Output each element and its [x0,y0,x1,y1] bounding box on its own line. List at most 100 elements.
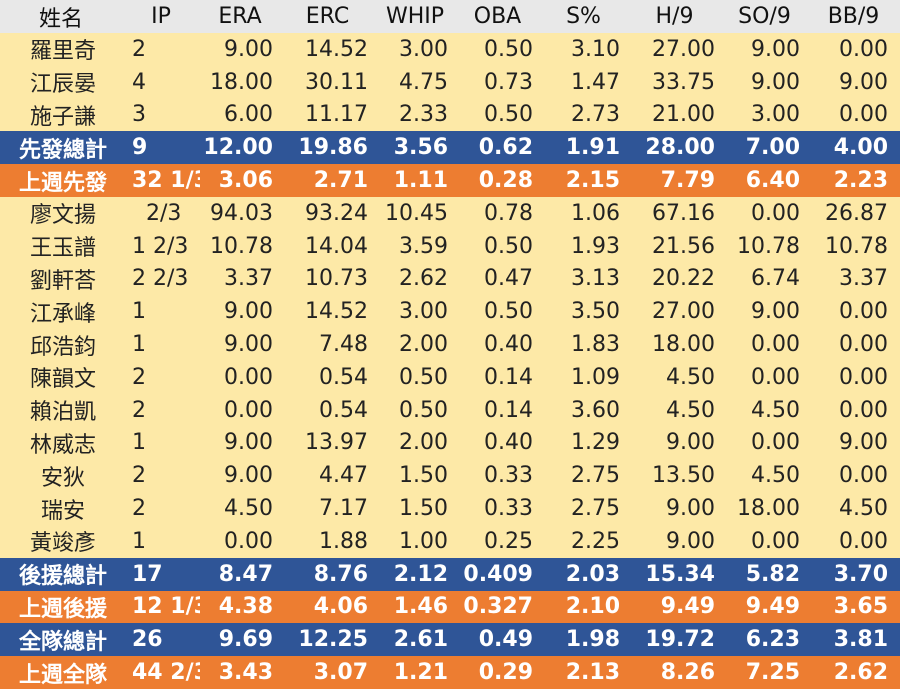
player-row: 賴泊凱 2 0.00 0.54 0.50 0.14 3.60 4.50 4.50 0.00 [0,394,900,427]
cell-s-pct: 3.60 [571,397,620,423]
cell-erc: 10.73 [305,266,368,292]
cell-oba: 0.50 [484,233,533,259]
cell-name: 邱浩鈞 [29,334,96,360]
cell-oba: 0.28 [455,164,540,197]
cell-era: 3.06 [200,164,280,197]
cell-s-pct: 2.13 [540,656,627,689]
cell-erc: 0.54 [319,397,368,423]
cell-so9: 5.82 [722,557,807,591]
cell-ip: 26 [122,623,200,657]
cell-ip: 1 [132,332,146,358]
player-row: 瑞安 2 4.50 7.17 1.50 0.33 2.75 9.00 18.00 4.50 [0,492,900,525]
cell-bb9: 0.00 [839,36,888,62]
cell-h9: 9.00 [666,496,715,522]
cell-name: 王玉譜 [29,236,96,262]
cell-so9: 9.00 [751,299,800,325]
cell-erc: 7.17 [319,496,368,522]
cell-so9: 7.25 [722,656,807,689]
player-row: 江辰晏 4 18.00 30.11 4.75 0.73 1.47 33.75 9.00 9.00 [0,66,900,99]
header-bb9: BB/9 [807,0,900,33]
cell-s-pct: 2.75 [571,463,620,489]
player-row: 安狄 2 9.00 4.47 1.50 0.33 2.75 13.50 4.50 0.00 [0,459,900,492]
cell-era: 9.00 [224,332,273,358]
cell-erc: 2.71 [280,164,375,197]
cell-name: 瑞安 [40,498,85,524]
cell-h9: 9.00 [666,430,715,456]
cell-ip: 2 2/3 [132,266,189,292]
cell-bb9: 26.87 [825,200,888,226]
cell-era: 0.00 [224,397,273,423]
cell-name: 全隊總計 [0,623,122,657]
cell-whip: 0.50 [399,364,448,390]
cell-name: 廖文揚 [29,203,96,229]
cell-bb9: 3.70 [807,557,900,591]
cell-bb9: 9.00 [839,69,888,95]
cell-h9: 19.72 [627,623,722,657]
cell-name: 先發總計 [0,131,122,165]
player-row: 江承峰 1 9.00 14.52 3.00 0.50 3.50 27.00 9.00 0.00 [0,295,900,328]
cell-s-pct: 1.91 [540,131,627,165]
cell-s-pct: 1.47 [571,69,620,95]
header-whip: WHIP [375,0,455,33]
cell-so9: 9.00 [751,36,800,62]
cell-h9: 67.16 [652,200,715,226]
cell-ip: 1 [132,528,146,554]
cell-era: 3.43 [200,656,280,689]
cell-erc: 19.86 [280,131,375,165]
cell-so9: 0.00 [751,332,800,358]
header-s-pct: S% [540,0,627,33]
cell-so9: 18.00 [737,496,800,522]
cell-name: 林威志 [29,432,96,458]
cell-oba: 0.409 [455,557,540,591]
header-h9: H/9 [627,0,722,33]
cell-whip: 3.59 [399,233,448,259]
cell-era: 9.00 [224,299,273,325]
cell-s-pct: 1.09 [571,364,620,390]
cell-oba: 0.49 [455,623,540,657]
cell-h9: 13.50 [652,463,715,489]
cell-whip: 3.00 [399,36,448,62]
cell-name: 上週後援 [0,590,122,624]
cell-so9: 4.50 [751,463,800,489]
cell-bb9: 3.37 [839,266,888,292]
cell-ip: 2 [132,364,146,390]
cell-whip: 2.33 [399,102,448,128]
cell-so9: 3.00 [751,102,800,128]
cell-whip: 3.00 [399,299,448,325]
cell-bb9: 4.00 [807,131,900,165]
cell-era: 0.00 [224,364,273,390]
cell-erc: 12.25 [280,623,375,657]
cell-h9: 33.75 [652,69,715,95]
player-row: 羅里奇 2 9.00 14.52 3.00 0.50 3.10 27.00 9.00 0.00 [0,33,900,66]
player-row: 劉軒荅 2 2/3 3.37 10.73 2.62 0.47 3.13 20.22 6.74 3.… [0,263,900,296]
cell-s-pct: 1.93 [571,233,620,259]
cell-era: 3.37 [224,266,273,292]
cell-s-pct: 3.13 [571,266,620,292]
cell-s-pct: 3.10 [571,36,620,62]
table-body: 羅里奇 2 9.00 14.52 3.00 0.50 3.10 27.00 9.00 0.00 江辰… [0,33,900,689]
cell-ip: 44 2/3 [122,656,200,689]
cell-name: 陳韻文 [29,367,96,393]
cell-bb9: 9.00 [839,430,888,456]
cell-h9: 27.00 [652,36,715,62]
cell-oba: 0.78 [484,200,533,226]
cell-era: 18.00 [210,69,273,95]
cell-erc: 13.97 [305,430,368,456]
cell-so9: 0.00 [751,430,800,456]
cell-erc: 14.52 [305,299,368,325]
cell-bb9: 0.00 [839,102,888,128]
cell-s-pct: 2.15 [540,164,627,197]
cell-era: 9.69 [200,623,280,657]
cell-so9: 0.00 [751,200,800,226]
cell-oba: 0.40 [484,430,533,456]
cell-erc: 3.07 [280,656,375,689]
header-name: 姓名 [0,0,122,33]
cell-h9: 21.56 [652,233,715,259]
cell-whip: 1.11 [375,164,455,197]
cell-s-pct: 1.06 [571,200,620,226]
cell-h9: 4.50 [666,397,715,423]
header-so9: SO/9 [722,0,807,33]
cell-ip: 2 [132,397,146,423]
